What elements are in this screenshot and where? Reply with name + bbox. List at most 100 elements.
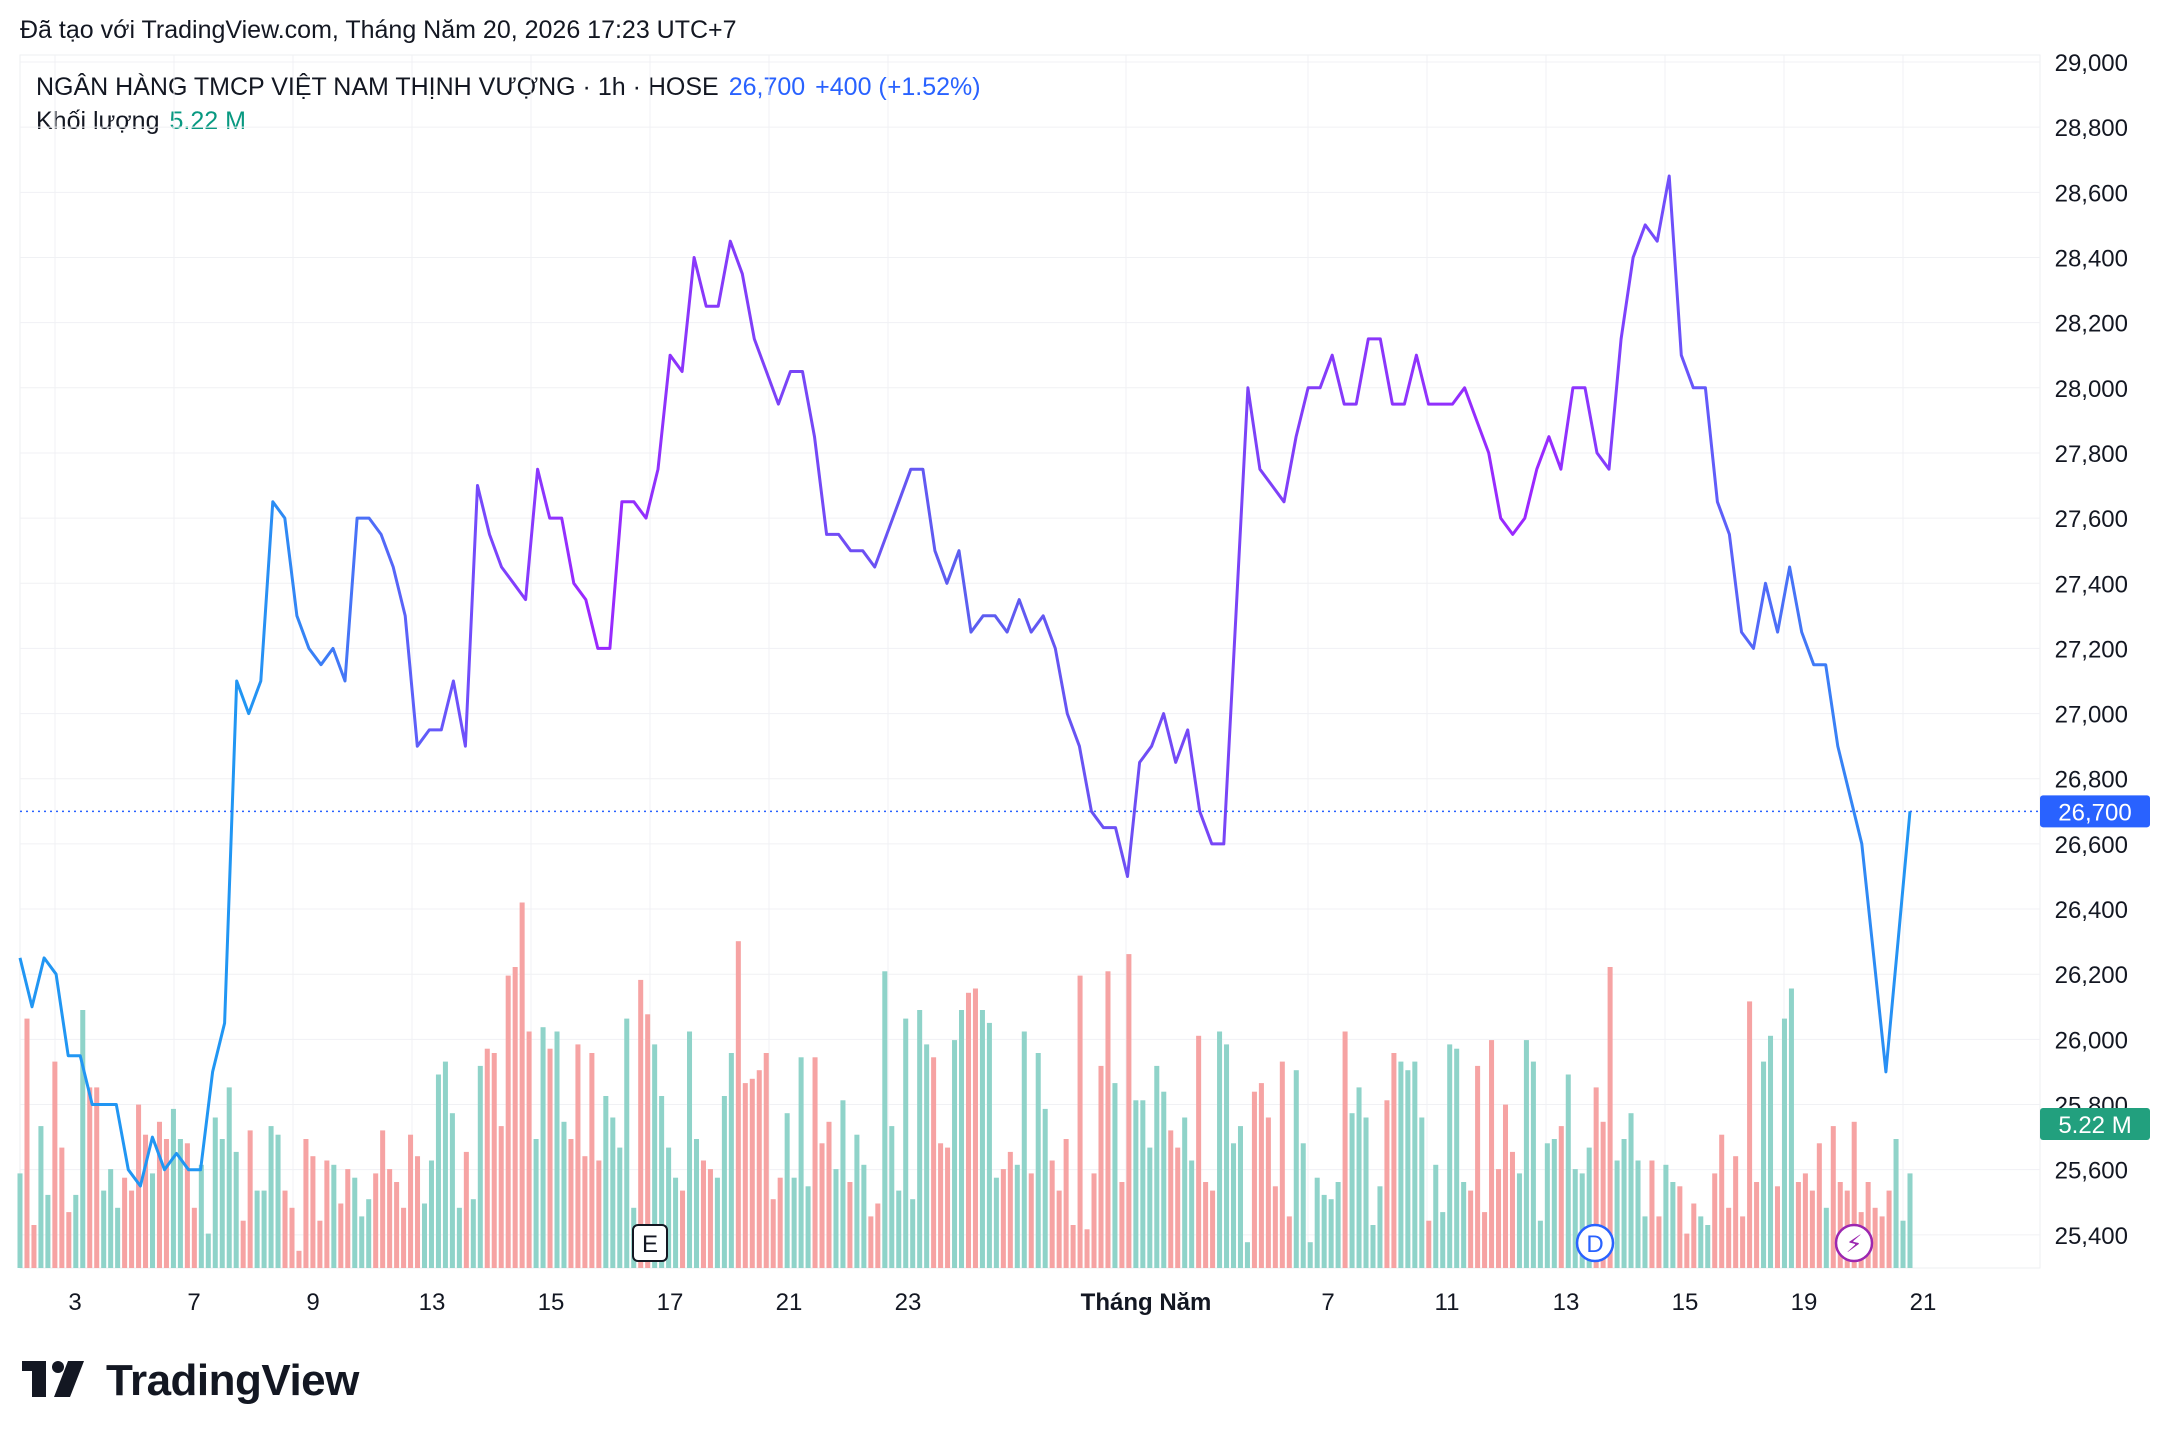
volume-bar	[38, 1126, 44, 1268]
volume-bar	[1502, 1104, 1509, 1268]
volume-bar	[1091, 1173, 1097, 1268]
volume-bar	[1098, 1065, 1104, 1268]
volume-bar	[1719, 1134, 1725, 1268]
volume-bar	[1419, 1117, 1425, 1268]
volume-bar	[149, 1173, 156, 1268]
volume-bar	[749, 1078, 755, 1268]
volume-bar	[1196, 1035, 1202, 1268]
price-axis-tick: 27,400	[2055, 571, 2128, 598]
volume-bar	[428, 1160, 434, 1268]
volume-bar	[1210, 1190, 1216, 1268]
volume-bar	[1161, 1091, 1167, 1268]
volume-bar	[1063, 1139, 1069, 1268]
volume-bar	[1042, 1108, 1048, 1268]
volume-bar	[680, 1190, 686, 1268]
volume-bar	[798, 1057, 804, 1268]
volume-bar	[296, 1250, 302, 1268]
volume-bar	[882, 971, 888, 1268]
volume-bar	[1293, 1070, 1299, 1268]
volume-bar	[924, 1044, 930, 1268]
split-marker-label: ⚡	[1846, 1230, 1863, 1258]
volume-bar	[1230, 1143, 1237, 1268]
volume-bar	[979, 1010, 985, 1268]
volume-bar	[491, 1053, 497, 1268]
time-axis-tick: Tháng Năm	[1081, 1289, 1212, 1316]
volume-bars	[17, 902, 1913, 1268]
volume-bar	[463, 1151, 469, 1268]
volume-bar	[1405, 1070, 1411, 1268]
earnings-marker-label: E	[642, 1231, 658, 1258]
price-axis-tick: 25,600	[2055, 1158, 2128, 1185]
legend-volume-row: Khối lượng 5.22 M	[36, 104, 981, 138]
volume-bar	[1454, 1048, 1460, 1268]
volume-bar	[1224, 1044, 1230, 1268]
volume-bar	[938, 1143, 944, 1268]
price-axis-tick: 28,000	[2055, 376, 2128, 403]
time-axis-tick: 13	[1553, 1289, 1580, 1316]
volume-bar	[805, 1186, 811, 1268]
time-axis-tick: 21	[776, 1289, 803, 1316]
volume-bar	[1147, 1147, 1153, 1268]
volume-bar	[1572, 1169, 1578, 1268]
volume-bar	[1168, 1130, 1174, 1268]
volume-bar	[952, 1040, 958, 1268]
volume-bar	[652, 1044, 658, 1268]
price-axis[interactable]: 29,000 28,800 28,600 28,400 28,200 28,000 27,8…	[2055, 50, 2128, 1250]
time-axis-tick: 17	[657, 1289, 684, 1316]
volume-bar	[282, 1190, 288, 1268]
volume-bar	[289, 1207, 295, 1268]
volume-bar	[1461, 1182, 1467, 1268]
volume-bar	[659, 1096, 665, 1268]
volume-bar	[1237, 1126, 1243, 1268]
tradingview-logo-text: TradingView	[106, 1356, 359, 1405]
time-axis[interactable]: 3 7 9 13 15 17 21 23 Tháng Năm 7 11 13 15 19 21	[68, 1289, 1936, 1316]
volume-bar	[1579, 1173, 1585, 1268]
volume-bar	[854, 1134, 860, 1268]
volume-bar	[617, 1147, 623, 1268]
volume-bar	[554, 1031, 560, 1268]
volume-bar	[115, 1207, 121, 1268]
volume-bar	[1879, 1216, 1885, 1268]
volume-bar	[624, 1018, 630, 1268]
volume-bar	[1482, 1212, 1488, 1268]
legend-price: 26,700	[728, 73, 806, 101]
volume-bar	[1119, 1182, 1125, 1268]
legend-volume-label[interactable]: Khối lượng	[36, 107, 160, 135]
volume-bar	[1328, 1199, 1334, 1268]
volume-bar	[1363, 1117, 1369, 1268]
split-marker	[1834, 1223, 1874, 1263]
volume-bar	[226, 1087, 232, 1268]
volume-bar	[1544, 1143, 1550, 1268]
volume-bar	[561, 1121, 567, 1268]
volume-bar	[1851, 1121, 1857, 1268]
volume-bar	[1286, 1216, 1292, 1268]
volume-bar	[219, 1139, 225, 1268]
volume-bar	[205, 1233, 211, 1268]
volume-bar	[993, 1177, 999, 1268]
time-axis-tick: 11	[1435, 1289, 1460, 1316]
volume-bar	[1900, 1220, 1906, 1268]
volume-bar	[1768, 1035, 1774, 1268]
volume-bar	[1628, 1113, 1634, 1268]
price-line	[18, 174, 1912, 1188]
volume-bar	[972, 988, 978, 1268]
volume-bar	[129, 1190, 135, 1268]
price-badge	[2040, 795, 2150, 828]
volume-bar	[1182, 1117, 1188, 1268]
volume-badge	[2040, 1108, 2150, 1140]
volume-bar	[1398, 1061, 1404, 1268]
volume-bar	[1258, 1083, 1264, 1268]
volume-bar	[1014, 1164, 1020, 1268]
volume-bar	[163, 1139, 169, 1268]
volume-bar	[1754, 1182, 1760, 1268]
tradingview-logo[interactable]: TradingView	[22, 1356, 359, 1406]
legend-change: +400 (+1.52%)	[815, 73, 981, 101]
volume-bar	[1272, 1186, 1278, 1268]
legend-symbol[interactable]: NGÂN HÀNG TMCP VIỆT NAM THỊNH VƯỢNG · 1h…	[36, 73, 719, 101]
volume-bar	[840, 1100, 846, 1268]
volume-bar	[1000, 1169, 1006, 1268]
volume-bar	[1251, 1091, 1257, 1268]
volume-bar	[1342, 1031, 1348, 1268]
event-markers: E D ⚡	[632, 1223, 1874, 1263]
